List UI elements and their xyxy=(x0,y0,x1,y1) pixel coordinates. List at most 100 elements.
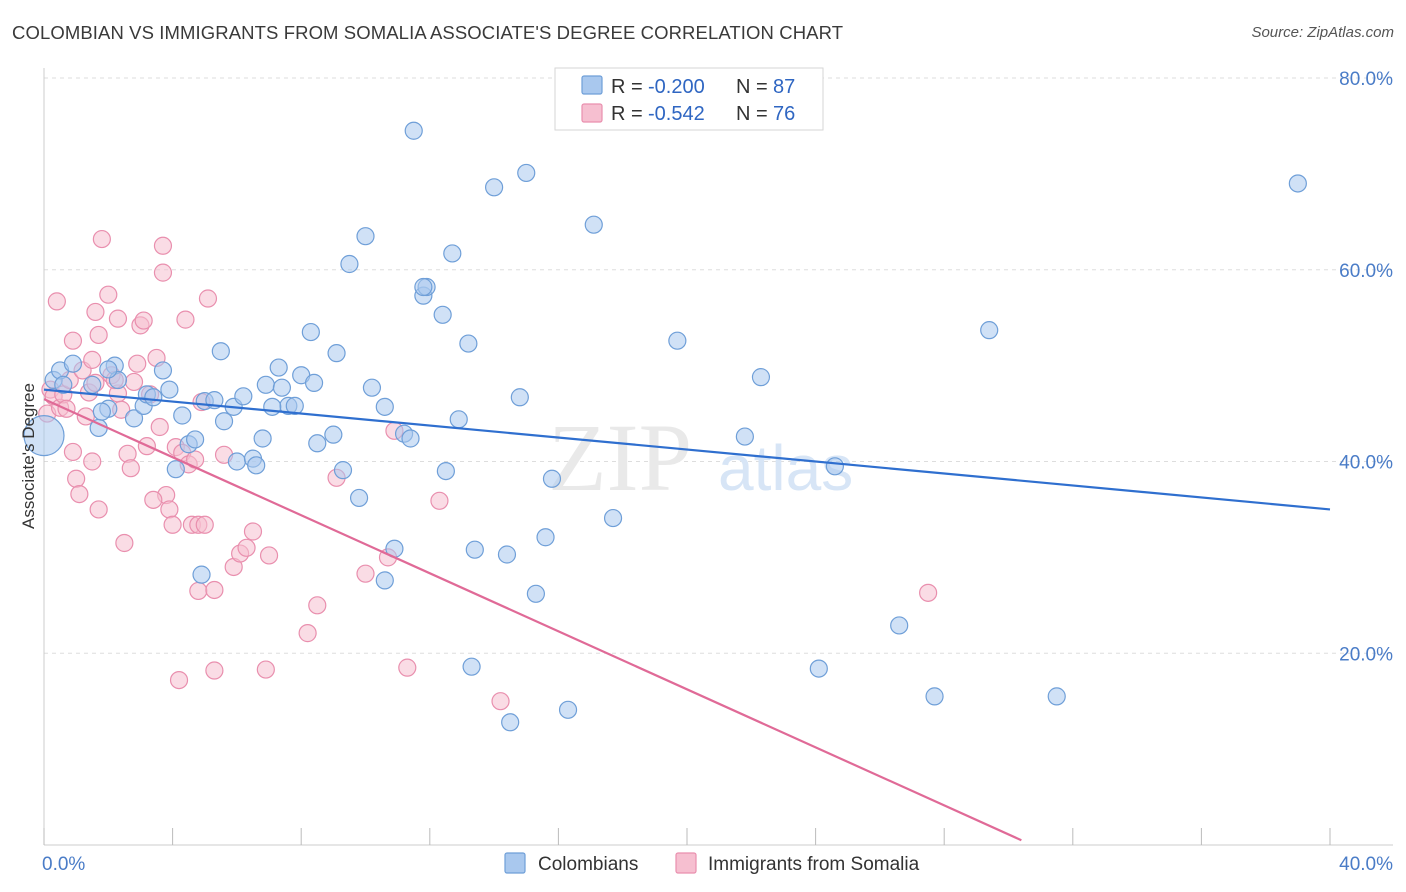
legend-n-label-1: N = xyxy=(736,76,768,98)
point-colombians xyxy=(269,358,288,377)
point-colombians xyxy=(825,457,844,476)
point-somalia xyxy=(308,596,327,615)
point-colombians xyxy=(166,460,185,479)
point-colombians xyxy=(272,378,292,397)
point-somalia xyxy=(243,522,263,541)
x-tick-label: 0.0% xyxy=(42,854,85,875)
point-colombians xyxy=(153,361,173,380)
point-colombians xyxy=(144,388,163,407)
point-somalia xyxy=(99,285,118,304)
point-colombians xyxy=(340,254,359,274)
point-somalia xyxy=(356,564,375,583)
point-colombians xyxy=(449,410,468,429)
point-colombians xyxy=(584,215,603,234)
point-colombians xyxy=(63,354,83,373)
point-somalia xyxy=(144,490,163,509)
point-colombians xyxy=(462,657,481,676)
point-colombians xyxy=(497,545,517,564)
point-colombians xyxy=(751,368,771,387)
point-colombians xyxy=(263,397,282,416)
point-somalia xyxy=(237,538,256,557)
point-colombians xyxy=(234,387,253,406)
point-somalia xyxy=(189,581,208,601)
grid-lines xyxy=(44,77,1393,654)
point-somalia xyxy=(256,660,275,679)
trend-line-somalia xyxy=(43,398,1022,842)
point-somalia xyxy=(63,442,83,462)
point-somalia xyxy=(398,658,417,677)
point-somalia xyxy=(919,583,938,602)
point-colombians xyxy=(160,380,179,399)
point-colombians xyxy=(333,461,353,480)
point-colombians xyxy=(186,430,205,449)
legend-box: R = -0.200 N = 87 R = -0.542 N = 76 xyxy=(554,67,824,131)
point-colombians xyxy=(603,508,623,528)
point-colombians xyxy=(301,322,320,342)
point-colombians xyxy=(308,434,327,453)
point-somalia xyxy=(153,236,173,255)
point-somalia xyxy=(195,515,214,534)
legend-swatch-somalia xyxy=(581,103,603,123)
point-somalia xyxy=(430,491,449,510)
axes xyxy=(43,68,1393,846)
point-colombians xyxy=(443,244,462,263)
point-colombians xyxy=(433,305,452,324)
point-somalia xyxy=(150,417,169,437)
bottom-legend-label-colombians: Colombians xyxy=(538,854,638,875)
bottom-legend-swatch-somalia xyxy=(675,852,697,874)
point-somalia xyxy=(298,624,317,643)
point-somalia xyxy=(63,331,83,350)
chart-title: COLOMBIAN VS IMMIGRANTS FROM SOMALIA ASS… xyxy=(12,22,844,43)
point-somalia xyxy=(259,546,279,565)
point-colombians xyxy=(558,700,578,719)
point-somalia xyxy=(163,515,182,534)
point-somalia xyxy=(153,263,173,282)
point-somalia xyxy=(92,229,111,249)
point-colombians xyxy=(99,360,118,379)
point-somalia xyxy=(89,325,108,345)
point-colombians xyxy=(980,321,999,340)
x-tick-label: 40.0% xyxy=(1339,854,1393,875)
point-colombians xyxy=(92,402,111,421)
point-colombians xyxy=(401,429,420,448)
point-somalia xyxy=(86,302,105,322)
point-colombians xyxy=(349,488,369,508)
point-colombians xyxy=(404,121,423,140)
point-somalia xyxy=(134,311,153,330)
y-axis-label: Associate's Degree xyxy=(19,383,38,529)
point-somalia xyxy=(47,292,66,311)
legend-r-value-2: -0.542 xyxy=(648,103,705,125)
point-colombians xyxy=(501,713,520,732)
point-colombians xyxy=(735,427,754,446)
point-colombians xyxy=(485,178,504,197)
point-somalia xyxy=(160,500,179,519)
point-colombians xyxy=(809,659,828,678)
point-colombians xyxy=(414,277,433,297)
legend-n-value-2: 76 xyxy=(773,103,795,125)
point-somalia xyxy=(108,309,128,328)
point-colombians xyxy=(54,375,73,394)
point-somalia xyxy=(169,670,189,690)
legend-n-label-2: N = xyxy=(736,103,768,125)
source-label: Source: ZipAtlas.com xyxy=(1251,24,1394,41)
trend-line-colombians xyxy=(43,388,1331,511)
point-colombians xyxy=(227,452,246,471)
point-colombians xyxy=(256,375,275,394)
legend-r-label-2: R = xyxy=(611,103,643,125)
point-somalia xyxy=(121,459,140,478)
point-somalia xyxy=(491,692,510,711)
point-somalia xyxy=(128,354,147,373)
point-colombians xyxy=(510,388,529,407)
point-colombians xyxy=(436,461,455,481)
legend-r-value-1: -0.200 xyxy=(648,76,705,98)
point-colombians xyxy=(459,334,478,353)
legend-n-value-1: 87 xyxy=(773,76,795,98)
y-tick-labels: 20.0% 40.0% 60.0% 80.0% xyxy=(1339,69,1393,665)
point-colombians xyxy=(375,397,394,416)
point-colombians xyxy=(124,409,144,428)
x-tick-labels: 0.0% 40.0% xyxy=(42,854,1393,875)
point-somalia xyxy=(83,452,102,471)
point-somalia xyxy=(89,500,108,519)
point-colombians xyxy=(211,342,230,361)
